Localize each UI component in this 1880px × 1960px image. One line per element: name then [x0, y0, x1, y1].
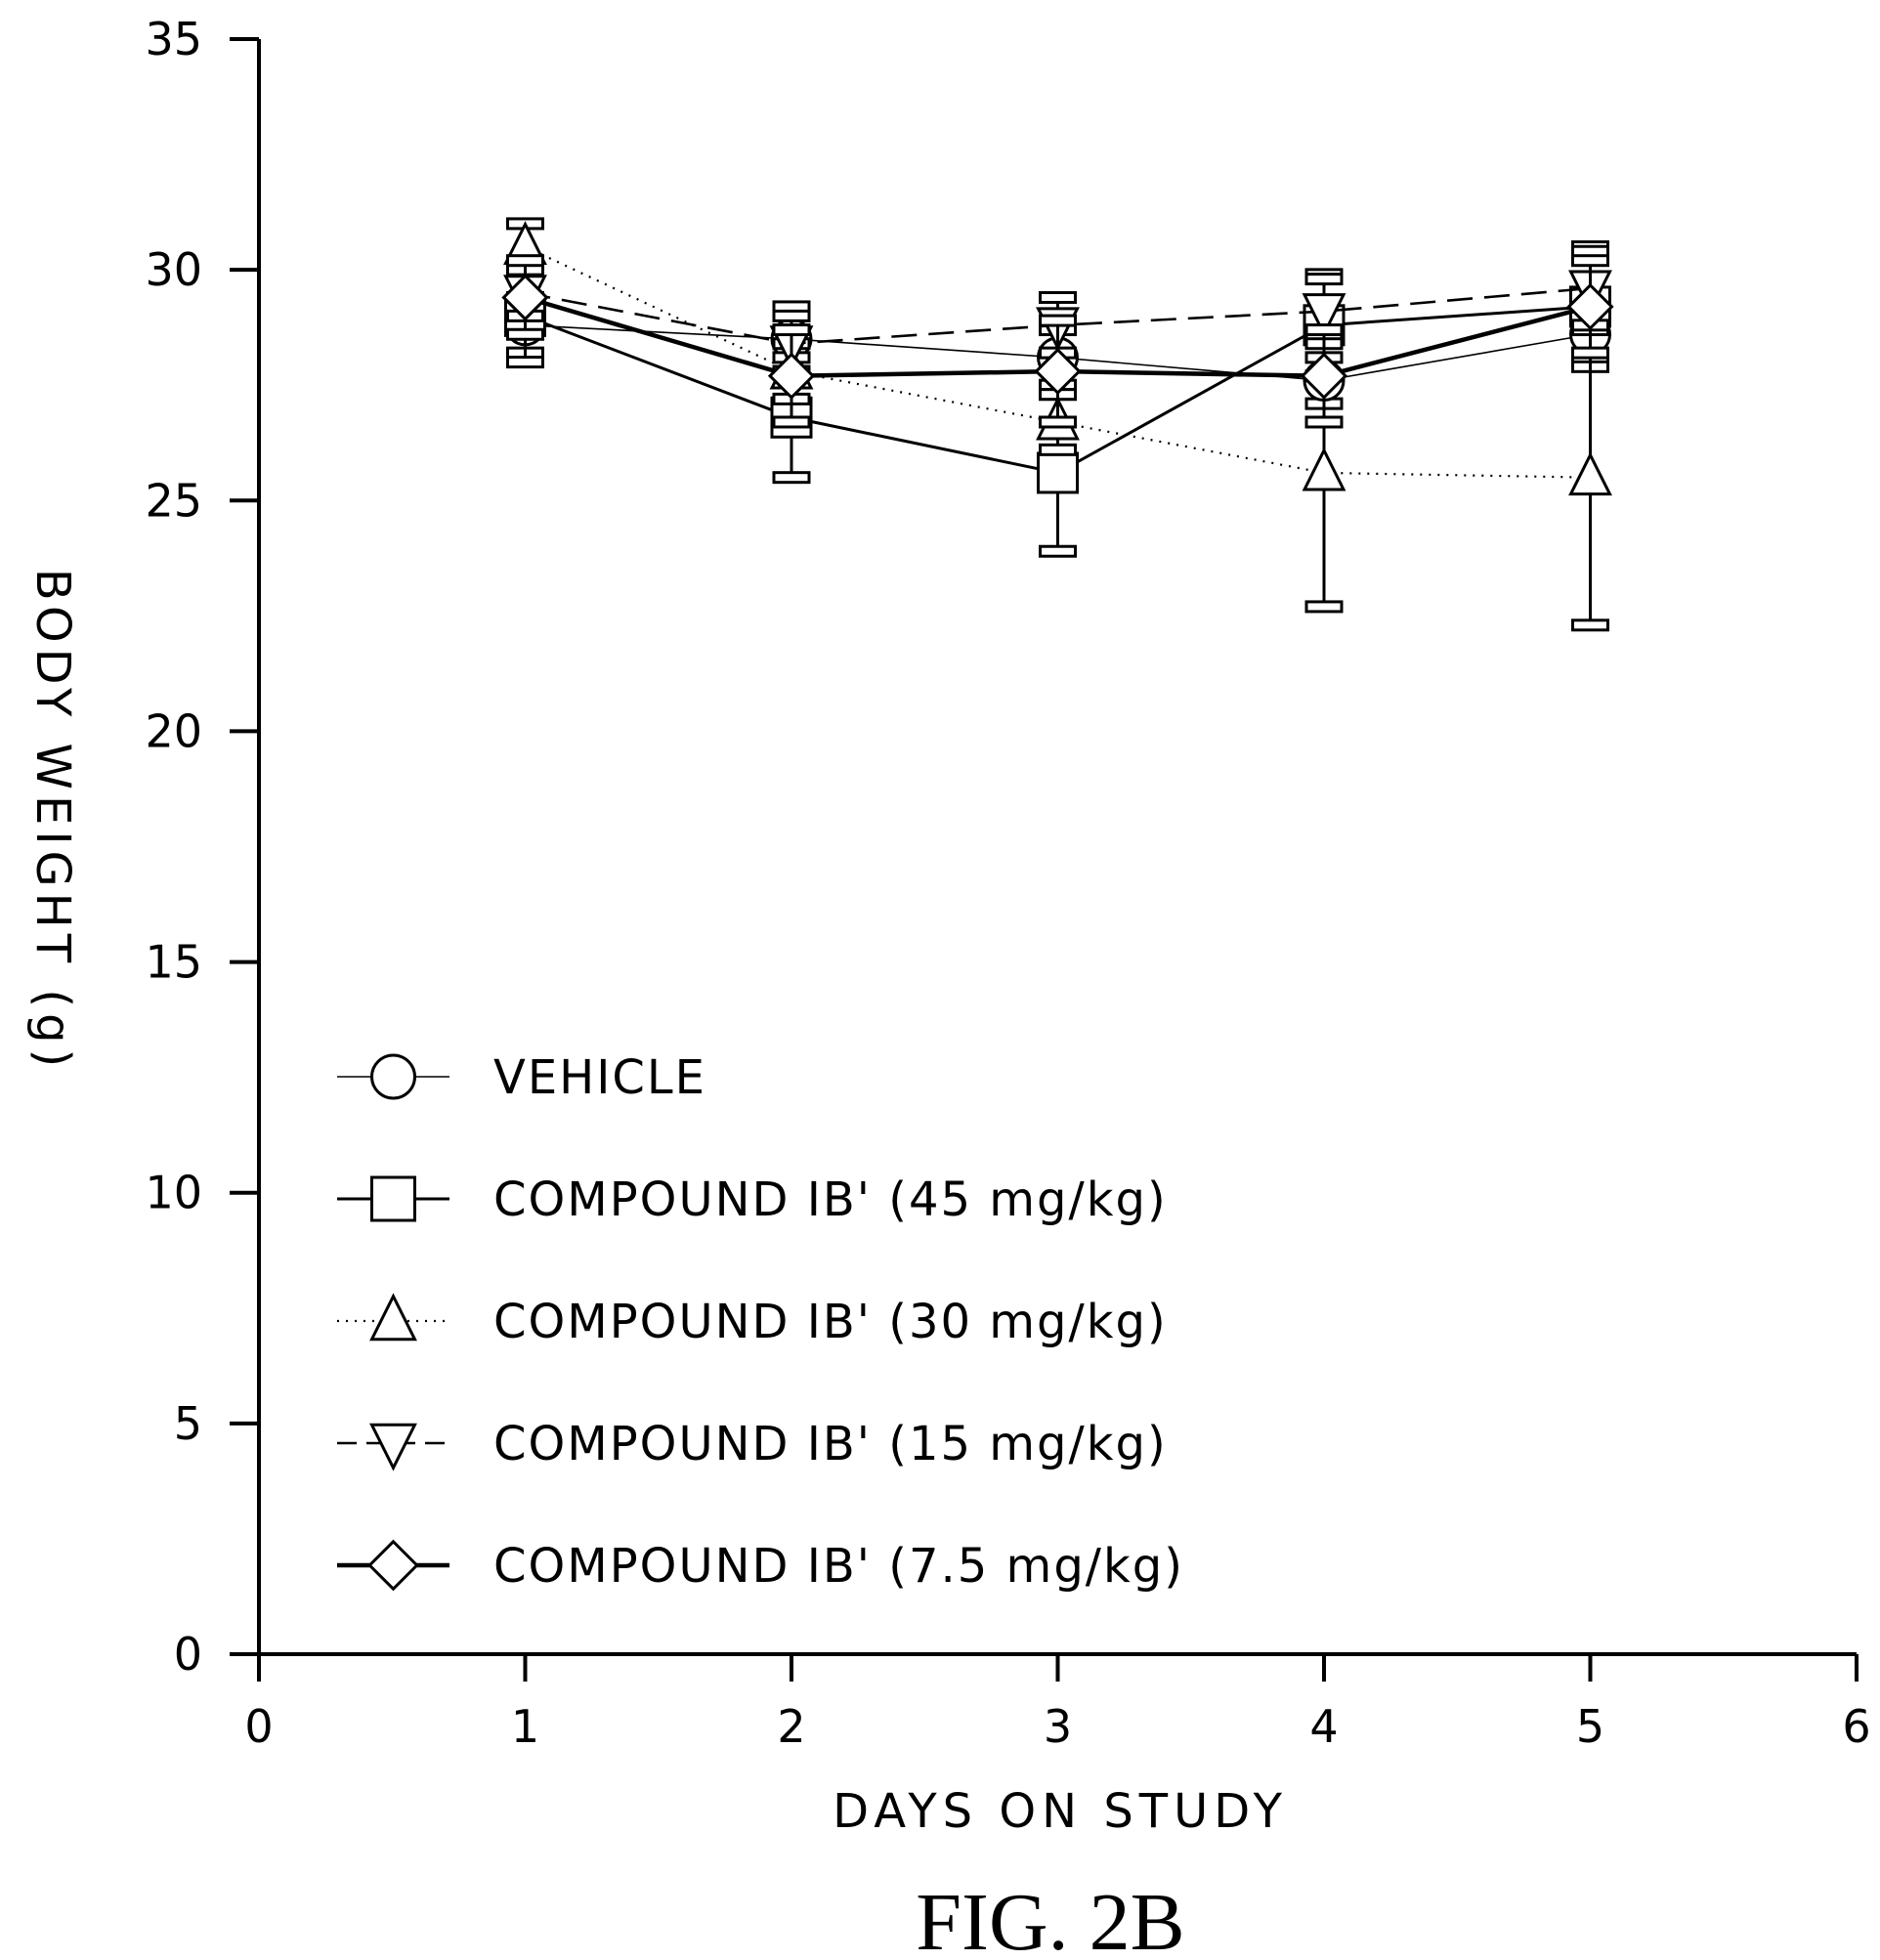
- y-axis-title: BODY WEIGHT (g): [25, 569, 80, 1074]
- error-cap: [1571, 346, 1609, 360]
- y-tick-label: 15: [145, 936, 202, 989]
- x-tick-label: 6: [1842, 1700, 1870, 1753]
- error-cap: [1039, 314, 1077, 327]
- data-point-diamond: [1300, 352, 1348, 400]
- data-point-square: [1037, 451, 1079, 494]
- legend-item-ib-30: COMPOUND IB' (30 mg/kg): [337, 1293, 1168, 1349]
- legend-marker-circle: [370, 1053, 416, 1100]
- legend-marker-triangle-down: [369, 1423, 417, 1471]
- error-cap: [506, 356, 544, 369]
- legend-item-ib-7-5: COMPOUND IB' (7.5 mg/kg): [337, 1539, 1184, 1594]
- error-cap: [772, 309, 811, 322]
- error-cap: [1304, 415, 1344, 429]
- y-tick-label: 5: [174, 1397, 202, 1450]
- legend-label: COMPOUND IB' (7.5 mg/kg): [493, 1539, 1184, 1594]
- legend-label: COMPOUND IB' (15 mg/kg): [493, 1417, 1168, 1471]
- error-cap: [772, 471, 811, 485]
- legend-label: VEHICLE: [493, 1050, 706, 1105]
- error-cap: [772, 323, 811, 337]
- error-cap: [772, 415, 811, 429]
- y-tick-label: 25: [145, 474, 202, 527]
- x-tick-label: 4: [1309, 1700, 1338, 1753]
- error-cap: [1304, 600, 1344, 614]
- legend-item-ib-45: COMPOUND IB' (45 mg/kg): [337, 1172, 1168, 1227]
- legend-marker-square: [370, 1175, 416, 1222]
- x-tick-label: 1: [511, 1700, 539, 1753]
- data-point-triangle-up: [1568, 451, 1612, 496]
- error-cap: [506, 254, 544, 268]
- x-tick-label: 2: [777, 1700, 805, 1753]
- legend-label: COMPOUND IB' (30 mg/kg): [493, 1295, 1168, 1349]
- y-tick-label: 30: [145, 243, 202, 296]
- error-cap: [1039, 415, 1077, 429]
- x-tick-label: 5: [1576, 1700, 1604, 1753]
- x-tick-label: 0: [244, 1700, 273, 1753]
- error-cap: [1039, 290, 1077, 304]
- series-layer: [501, 217, 1614, 632]
- y-tick-label: 35: [145, 13, 202, 65]
- x-tick-label: 3: [1044, 1700, 1072, 1753]
- error-cap: [1039, 443, 1077, 456]
- x-axis-title: DAYS ON STUDY: [833, 1784, 1288, 1839]
- figure-label: FIG. 2B: [916, 1877, 1184, 1960]
- legend: VEHICLE COMPOUND IB' (45 mg/kg) COMPOUND I…: [337, 1050, 1184, 1594]
- error-cap: [506, 327, 544, 341]
- legend-label: COMPOUND IB' (45 mg/kg): [493, 1172, 1168, 1227]
- data-point-diamond: [1034, 347, 1082, 396]
- data-point-triangle-down: [1302, 293, 1346, 338]
- data-point-diamond: [501, 274, 549, 321]
- error-cap: [1571, 254, 1609, 268]
- series-ib-7-5: [501, 254, 1614, 429]
- error-cap: [1039, 544, 1077, 558]
- error-cap: [1571, 618, 1609, 632]
- y-tick-label: 20: [145, 704, 202, 757]
- series-line: [525, 245, 1591, 479]
- error-cap: [1304, 273, 1344, 286]
- y-tick-label: 10: [145, 1167, 202, 1219]
- legend-item-ib-15: COMPOUND IB' (15 mg/kg): [337, 1417, 1168, 1471]
- y-tick-label: 0: [174, 1628, 202, 1681]
- legend-marker-diamond: [367, 1539, 419, 1592]
- legend-item-vehicle: VEHICLE: [337, 1050, 706, 1105]
- axes: 0 5 10 15 20 25 30 35 0 1 2 3 4 5 6: [145, 13, 1870, 1753]
- data-point-diamond: [1566, 282, 1614, 331]
- error-cap: [1304, 323, 1344, 337]
- data-point-diamond: [767, 352, 816, 400]
- legend-marker-triangle-up: [369, 1293, 417, 1342]
- data-point-triangle-up: [1302, 447, 1346, 491]
